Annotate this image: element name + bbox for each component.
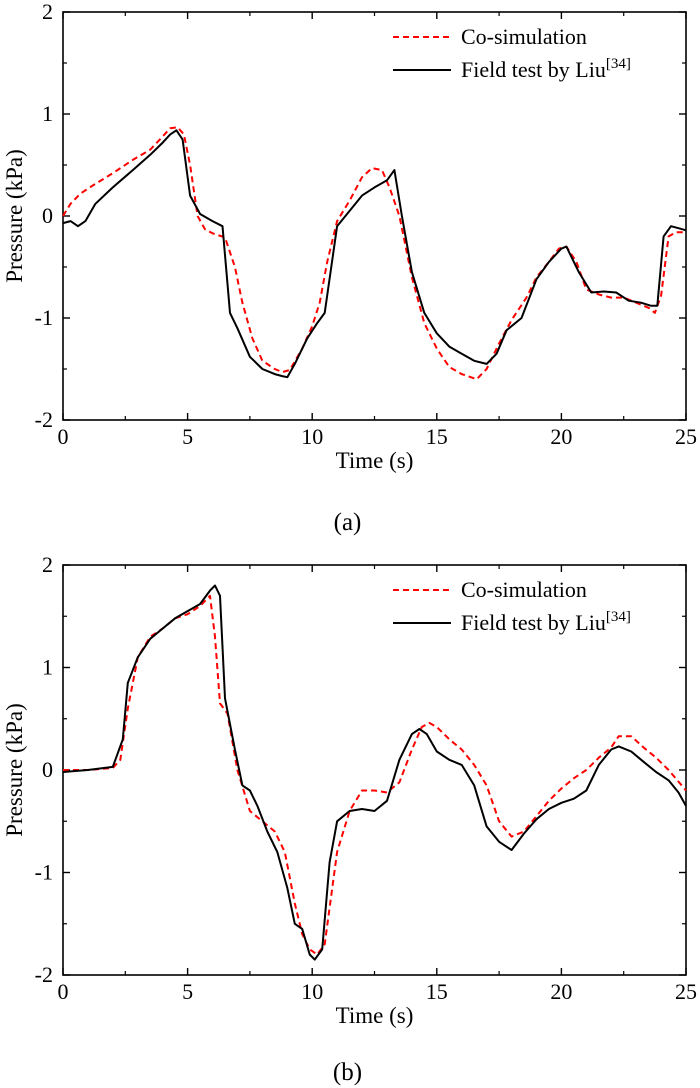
x-axis-title: Time (s): [336, 448, 414, 473]
series-line-0: [63, 594, 687, 956]
legend-entry: Field test by Liu[34]: [461, 609, 631, 635]
legend-entry: Co-simulation: [461, 577, 587, 602]
x-tick-label: 10: [301, 979, 323, 1004]
y-tick-label: 0: [42, 203, 53, 228]
x-tick-label: 20: [550, 424, 572, 449]
y-tick-label: 1: [42, 655, 53, 680]
panel-caption: (a): [334, 509, 362, 536]
legend-entry: Field test by Liu[34]: [461, 56, 631, 82]
legend-citation: [34]: [606, 609, 631, 625]
x-tick-label: 10: [301, 424, 323, 449]
series-line-1: [62, 129, 687, 379]
y-tick-label: 1: [42, 101, 53, 126]
y-axis-title: Pressure (kPa): [2, 149, 27, 283]
x-tick-label: 25: [675, 424, 697, 449]
panel-b: 0 5 10 15 20 25 -2 -1 0 1 2 Time (s) Pressure (kPa) C…: [2, 552, 697, 1086]
legend-label: Field test by Liu: [461, 57, 606, 82]
y-tick-label: 2: [42, 0, 53, 24]
y-tick-label: -2: [35, 407, 53, 432]
legend-citation: [34]: [606, 56, 631, 72]
x-tick-label: 15: [426, 979, 448, 1004]
x-tick-label: 5: [182, 979, 193, 1004]
x-tick-label: 15: [426, 424, 448, 449]
legend-label: Co-simulation: [461, 24, 587, 49]
y-tick-label: 2: [42, 552, 53, 577]
x-tick-label: 5: [182, 424, 193, 449]
legend-label: Co-simulation: [461, 577, 587, 602]
legend-label: Field test by Liu: [461, 610, 606, 635]
x-tick-label: 0: [58, 424, 69, 449]
y-tick-label: -1: [35, 305, 53, 330]
y-tick-label: -1: [35, 860, 53, 885]
x-tick-label: 0: [58, 979, 69, 1004]
panel-a: 0 5 10 15 20 25 -2 -1 0 1 2 Time (s) Pressure (kPa) C…: [2, 0, 697, 536]
panel-caption: (b): [333, 1059, 362, 1086]
series-line-1: [62, 584, 687, 961]
x-tick-label: 25: [675, 979, 697, 1004]
y-tick-label: -2: [35, 962, 53, 987]
legend-entry: Co-simulation: [461, 24, 587, 49]
x-axis-title: Time (s): [336, 1003, 414, 1028]
x-tick-label: 20: [550, 979, 572, 1004]
y-axis-title: Pressure (kPa): [2, 703, 27, 837]
y-tick-label: 0: [42, 757, 53, 782]
series-line-0: [62, 126, 686, 381]
